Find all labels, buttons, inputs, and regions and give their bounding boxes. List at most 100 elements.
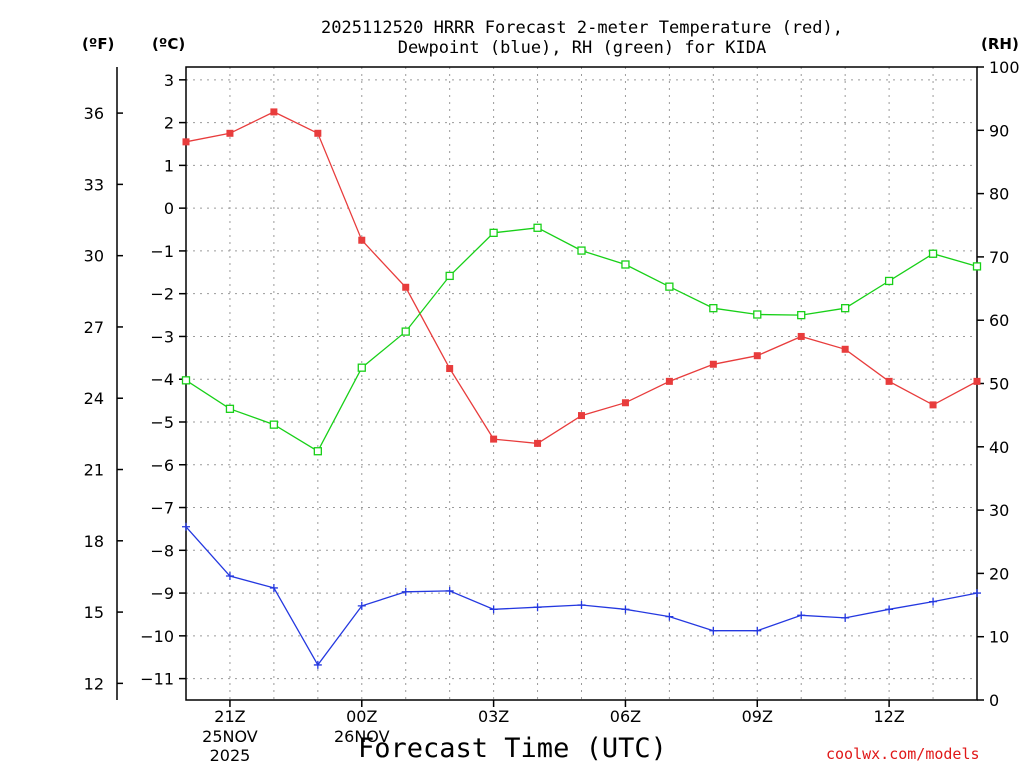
celsius-tick-label: −3 bbox=[150, 327, 174, 346]
temperature-point bbox=[929, 401, 937, 409]
temperature-point bbox=[226, 129, 234, 137]
dewpoint-point bbox=[753, 626, 762, 635]
temperature-point bbox=[578, 412, 585, 420]
x-tick-label: 03Z bbox=[478, 707, 509, 726]
rh-point bbox=[445, 271, 454, 281]
rh-tick-label: 50 bbox=[989, 375, 1009, 394]
temperature-point bbox=[885, 377, 893, 385]
temperature-point bbox=[270, 108, 278, 116]
rh-tick-label: 0 bbox=[989, 691, 999, 710]
fahrenheit-tick-label: 15 bbox=[84, 603, 104, 622]
rh-point bbox=[665, 282, 674, 291]
temperature-point bbox=[709, 360, 717, 368]
rh-point bbox=[533, 223, 542, 232]
fahrenheit-tick-label: 30 bbox=[84, 247, 104, 266]
fahrenheit-tick-label: 36 bbox=[84, 104, 104, 123]
dewpoint-point bbox=[489, 605, 498, 614]
dewpoint-point bbox=[621, 605, 630, 614]
celsius-tick-label: −2 bbox=[150, 285, 174, 304]
celsius-tick-label: −4 bbox=[150, 370, 174, 389]
dewpoint-point bbox=[182, 522, 190, 531]
temperature-point bbox=[182, 138, 190, 146]
x-tick-label: 00Z bbox=[346, 707, 377, 726]
rh-point bbox=[577, 246, 586, 255]
temperature-point bbox=[402, 283, 410, 291]
x-tick-label: 21Z bbox=[214, 707, 245, 726]
rh-tick-label: 70 bbox=[989, 248, 1009, 267]
dewpoint-point bbox=[577, 601, 586, 610]
celsius-tick-label: 1 bbox=[164, 156, 174, 175]
celsius-tick-label: −9 bbox=[150, 584, 174, 603]
rh-point bbox=[621, 260, 630, 269]
dewpoint-point bbox=[269, 583, 278, 592]
rh-point bbox=[313, 447, 322, 456]
temperature-point bbox=[973, 377, 981, 385]
dewpoint-point bbox=[665, 612, 674, 621]
rh-point bbox=[928, 249, 938, 258]
rh-point bbox=[972, 262, 982, 271]
temperature-point bbox=[446, 365, 454, 373]
fahrenheit-tick-label: 18 bbox=[84, 532, 104, 551]
rh-point bbox=[489, 228, 498, 237]
dewpoint-point bbox=[973, 589, 981, 598]
rh-tick-label: 30 bbox=[989, 501, 1009, 520]
celsius-tick-label: 0 bbox=[164, 199, 174, 218]
x-tick-date-label: 26NOV bbox=[334, 727, 390, 746]
rh-point bbox=[884, 276, 894, 286]
x-tick-date-label: 25NOV bbox=[202, 727, 258, 746]
rh-point bbox=[709, 304, 718, 313]
fahrenheit-tick-label: 12 bbox=[84, 674, 104, 693]
dewpoint-point bbox=[709, 626, 718, 635]
x-tick-label: 12Z bbox=[873, 707, 904, 726]
credit-text: coolwx.com/models bbox=[826, 745, 980, 763]
rh-point bbox=[797, 310, 806, 320]
rh-point bbox=[753, 310, 762, 319]
data-series bbox=[181, 108, 982, 669]
celsius-tick-label: −1 bbox=[150, 242, 174, 261]
x-tick-label: 09Z bbox=[742, 707, 773, 726]
temperature-point bbox=[665, 377, 673, 385]
celsius-tick-label: −10 bbox=[140, 627, 174, 646]
rh-point bbox=[357, 363, 366, 372]
dewpoint-point bbox=[225, 571, 234, 580]
rh-axis-unit: (RH) bbox=[981, 35, 1019, 53]
rh-tick-label: 40 bbox=[989, 438, 1009, 457]
grid-lines bbox=[186, 67, 977, 700]
dewpoint-point bbox=[797, 611, 806, 620]
celsius-axis-unit: (ºC) bbox=[152, 35, 186, 53]
rh-tick-label: 60 bbox=[989, 311, 1009, 330]
fahrenheit-tick-label: 24 bbox=[84, 389, 104, 408]
celsius-tick-label: 2 bbox=[164, 114, 174, 133]
rh-point bbox=[181, 376, 191, 385]
rh-point bbox=[269, 420, 279, 429]
dewpoint-point bbox=[533, 603, 542, 612]
celsius-tick-label: −11 bbox=[140, 670, 174, 689]
temperature-point bbox=[621, 399, 629, 407]
tick-labels: 3210−1−2−3−4−5−6−7−8−9−10−11363330272421… bbox=[84, 58, 1020, 765]
rh-point bbox=[225, 404, 235, 413]
celsius-tick-label: −7 bbox=[150, 499, 174, 518]
rh-tick-label: 10 bbox=[989, 628, 1009, 647]
temperature-point bbox=[797, 332, 805, 340]
celsius-tick-label: 3 bbox=[164, 71, 174, 90]
celsius-tick-label: −5 bbox=[150, 413, 174, 432]
temperature-point bbox=[841, 345, 849, 353]
chart-title-line2: Dewpoint (blue), RH (green) for KIDA bbox=[397, 38, 767, 58]
dewpoint-series-line bbox=[185, 526, 978, 667]
dewpoint-point bbox=[841, 613, 850, 622]
fahrenheit-tick-label: 21 bbox=[84, 461, 104, 480]
temperature-point bbox=[314, 129, 322, 137]
chart-title-line1: 2025112520 HRRR Forecast 2-meter Tempera… bbox=[321, 18, 843, 38]
temperature-point bbox=[534, 439, 542, 447]
x-axis-title: Forecast Time (UTC) bbox=[358, 733, 667, 764]
x-tick-year-label: 2025 bbox=[210, 746, 251, 765]
rh-tick-label: 90 bbox=[989, 121, 1009, 140]
rh-tick-label: 20 bbox=[989, 564, 1009, 583]
dewpoint-point bbox=[313, 660, 322, 669]
temperature-point bbox=[490, 435, 498, 443]
dewpoint-point bbox=[929, 597, 938, 606]
dewpoint-point bbox=[401, 587, 410, 596]
rh-tick-label: 80 bbox=[989, 185, 1009, 204]
dewpoint-point bbox=[885, 605, 894, 614]
